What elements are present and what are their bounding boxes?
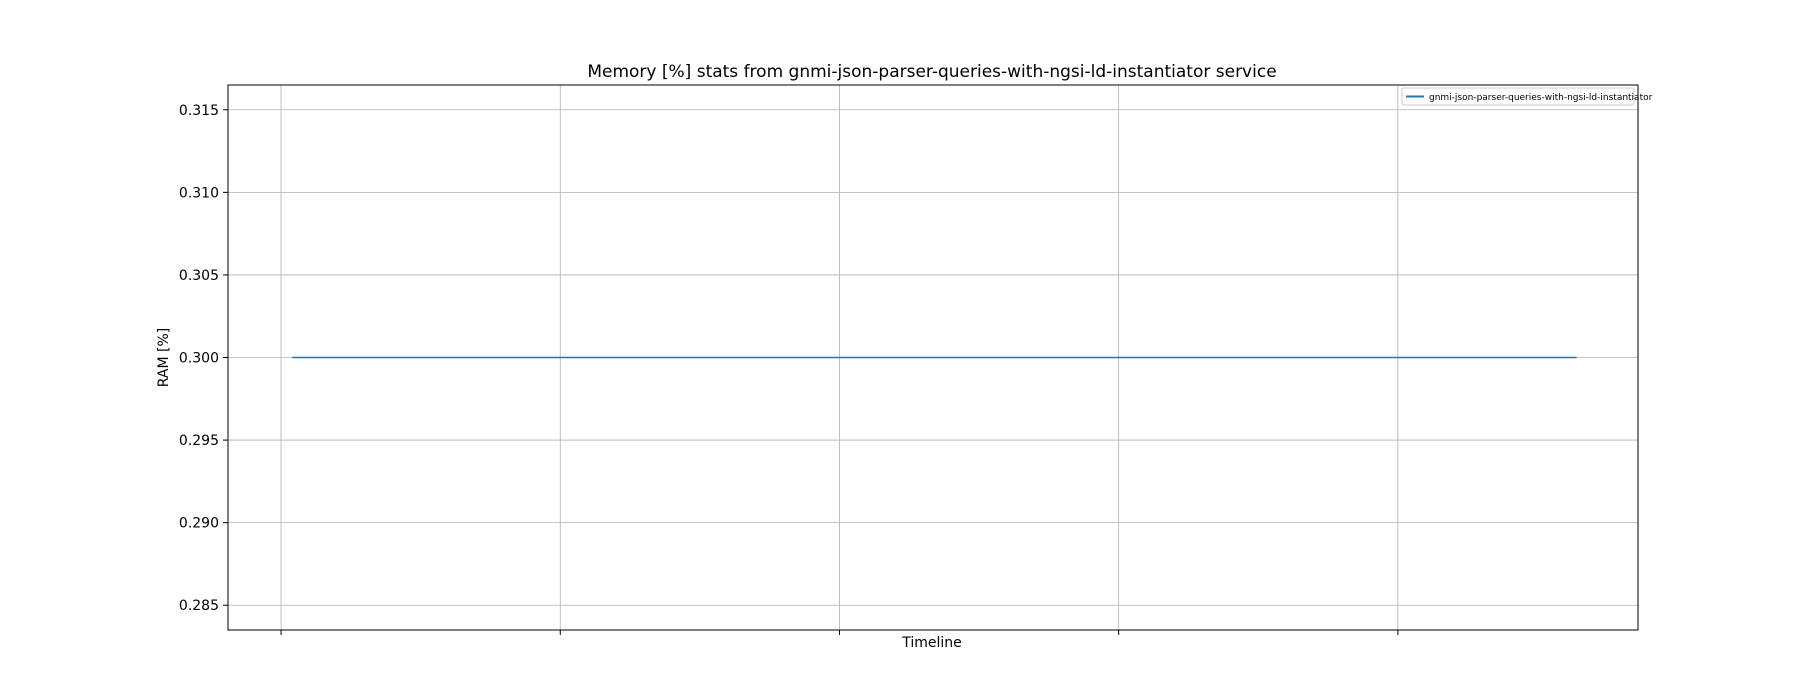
y-tick-label: 0.305 [179, 268, 219, 284]
y-tick-label: 0.310 [179, 185, 219, 201]
legend-entry: gnmi-json-parser-queries-with-ngsi-ld-in… [1429, 93, 1653, 103]
y-tick-label: 0.300 [179, 351, 219, 367]
x-axis-label: Timeline [901, 635, 962, 651]
y-tick-label: 0.295 [179, 433, 219, 449]
y-tick-label: 0.285 [179, 598, 219, 614]
y-axis-ticks: 0.285 0.290 0.295 0.300 0.305 0.310 0.315 [179, 103, 228, 614]
chart-title: Memory [%] stats from gnmi-json-parser-q… [587, 62, 1276, 82]
y-tick-label: 0.290 [179, 516, 219, 532]
x-axis-ticks [280, 630, 1399, 635]
legend-box [1401, 87, 1635, 106]
legend: gnmi-json-parser-queries-with-ngsi-ld-in… [1401, 87, 1653, 106]
y-tick-label: 0.315 [179, 103, 219, 119]
y-axis-label: RAM [%] [156, 328, 172, 388]
